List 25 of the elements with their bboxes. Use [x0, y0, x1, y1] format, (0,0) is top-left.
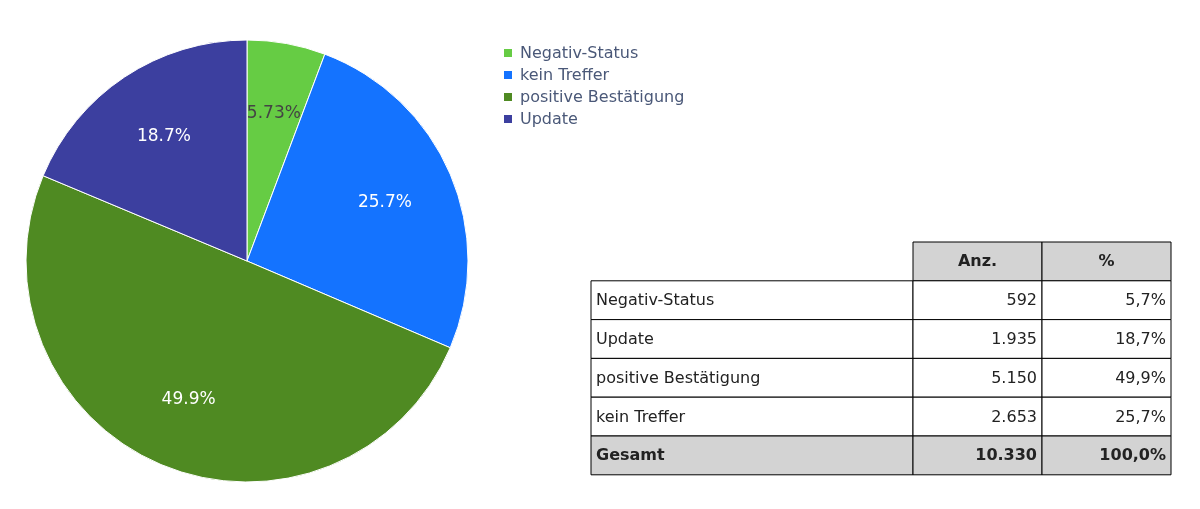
text: 49,9% [1115, 367, 1166, 387]
text: 25,7% [1115, 406, 1166, 426]
data-label: 25.7% [357, 191, 412, 212]
text: 5,7% [1125, 290, 1166, 310]
text: Update [596, 329, 654, 348]
text: 2.653 [991, 406, 1037, 426]
text: 592 [1006, 290, 1037, 310]
data-label: 18.7% [136, 125, 191, 146]
text: 10.330 [975, 445, 1037, 465]
legend-label: kein Treffer [520, 65, 610, 84]
text: Negativ-Status [596, 290, 715, 310]
text: positive Bestätigung [596, 367, 761, 387]
text: 18,7% [1115, 329, 1166, 348]
text: Gesamt [596, 445, 665, 465]
text: 5.150 [991, 367, 1037, 387]
text: 1.935 [991, 329, 1037, 348]
legend-label: Negativ-Status [520, 43, 639, 62]
data-label: 49.9% [161, 388, 216, 409]
text: % [1098, 251, 1115, 271]
legend-label: positive Bestätigung [520, 87, 685, 106]
text: Anz. [957, 251, 998, 271]
text: 100,0% [1099, 445, 1166, 465]
text: kein Treffer [596, 406, 686, 426]
legend-label: Update [520, 109, 578, 128]
data-label: 5.73% [246, 102, 301, 123]
